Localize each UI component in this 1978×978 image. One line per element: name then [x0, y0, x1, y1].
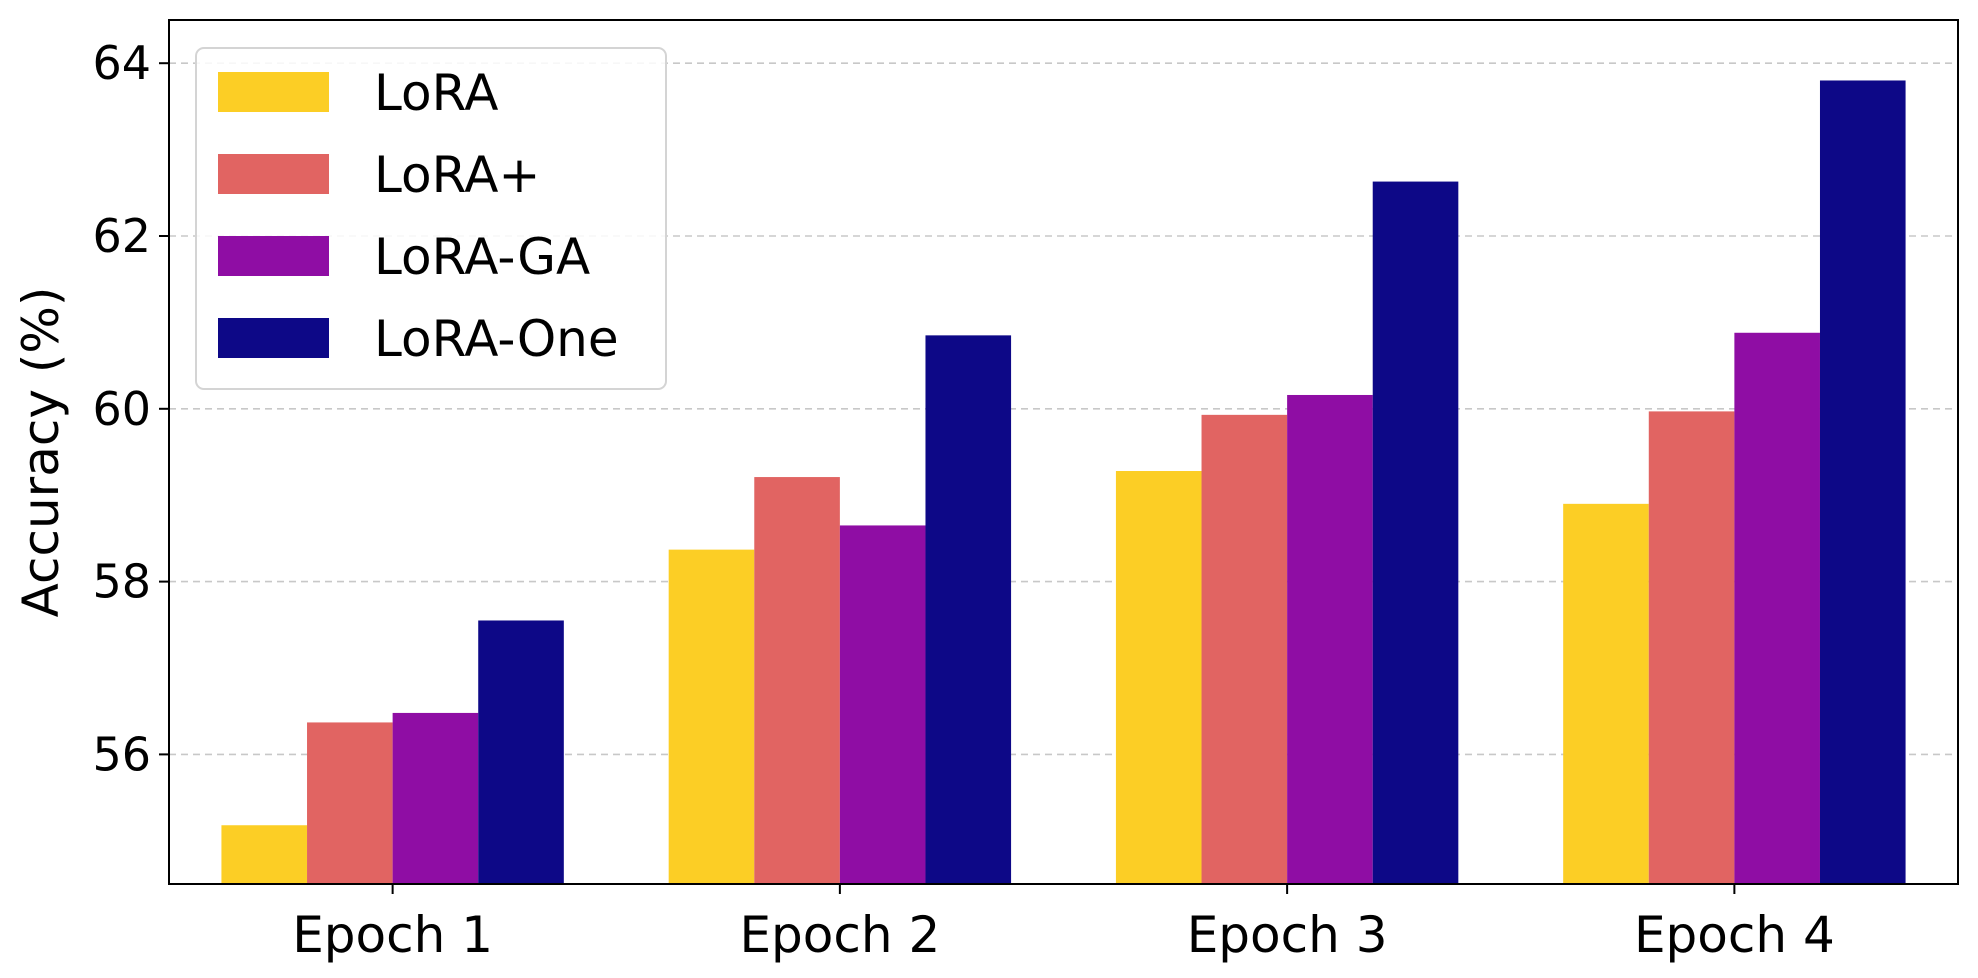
bars [221, 80, 1906, 885]
bar-lora-one-4 [1819, 80, 1906, 885]
legend-box [195, 47, 667, 390]
bar-lora-one-2 [925, 335, 1012, 884]
plot-frame [168, 19, 1959, 885]
x-tick-label: Epoch 4 [1634, 906, 1835, 964]
bar-lora-one-1 [478, 620, 564, 884]
y-tick-label: 62 [92, 209, 151, 263]
bar-lora-ga-4 [1734, 332, 1820, 884]
y-tick-label: 56 [92, 727, 151, 781]
bar-lora-4 [1563, 503, 1649, 884]
legend-swatch [218, 318, 329, 358]
bar-lora-2 [668, 549, 755, 884]
legend-label: LoRA-GA [374, 228, 590, 286]
legend-label: LoRA [374, 64, 499, 122]
legend-swatch [218, 236, 329, 276]
bar-lora-ga-1 [392, 712, 479, 884]
y-tick-label: 58 [92, 555, 151, 609]
y-tick-label: 60 [92, 382, 151, 436]
x-tick-label: Epoch 1 [292, 906, 493, 964]
bar-lora-one-3 [1372, 181, 1459, 884]
x-tick-label: Epoch 3 [1187, 906, 1388, 964]
legend-label: LoRA+ [374, 146, 540, 204]
bar-lora-ga-3 [1287, 394, 1373, 884]
bar-lora-1 [221, 825, 308, 884]
x-tick-label: Epoch 2 [739, 906, 940, 964]
legend-swatch [218, 72, 329, 112]
legend-swatch [218, 154, 329, 194]
bar-lora--2 [754, 477, 840, 884]
legend: LoRA LoRA+ LoRA-GA LoRA-One [195, 47, 667, 390]
y-axis-label: Accuracy (%) [12, 287, 70, 618]
bar-lora--1 [307, 722, 393, 884]
x-axis-ticks: Epoch 1 Epoch 2 Epoch 3 Epoch 4 [292, 884, 1835, 964]
bar-lora-3 [1115, 471, 1202, 884]
bar-lora--4 [1648, 411, 1735, 884]
bar-lora--3 [1201, 414, 1288, 884]
y-axis-ticks: 56 58 60 62 64 [92, 36, 169, 781]
y-tick-label: 64 [92, 36, 151, 90]
bar-lora-ga-2 [839, 525, 926, 884]
legend-label: LoRA-One [374, 310, 619, 368]
